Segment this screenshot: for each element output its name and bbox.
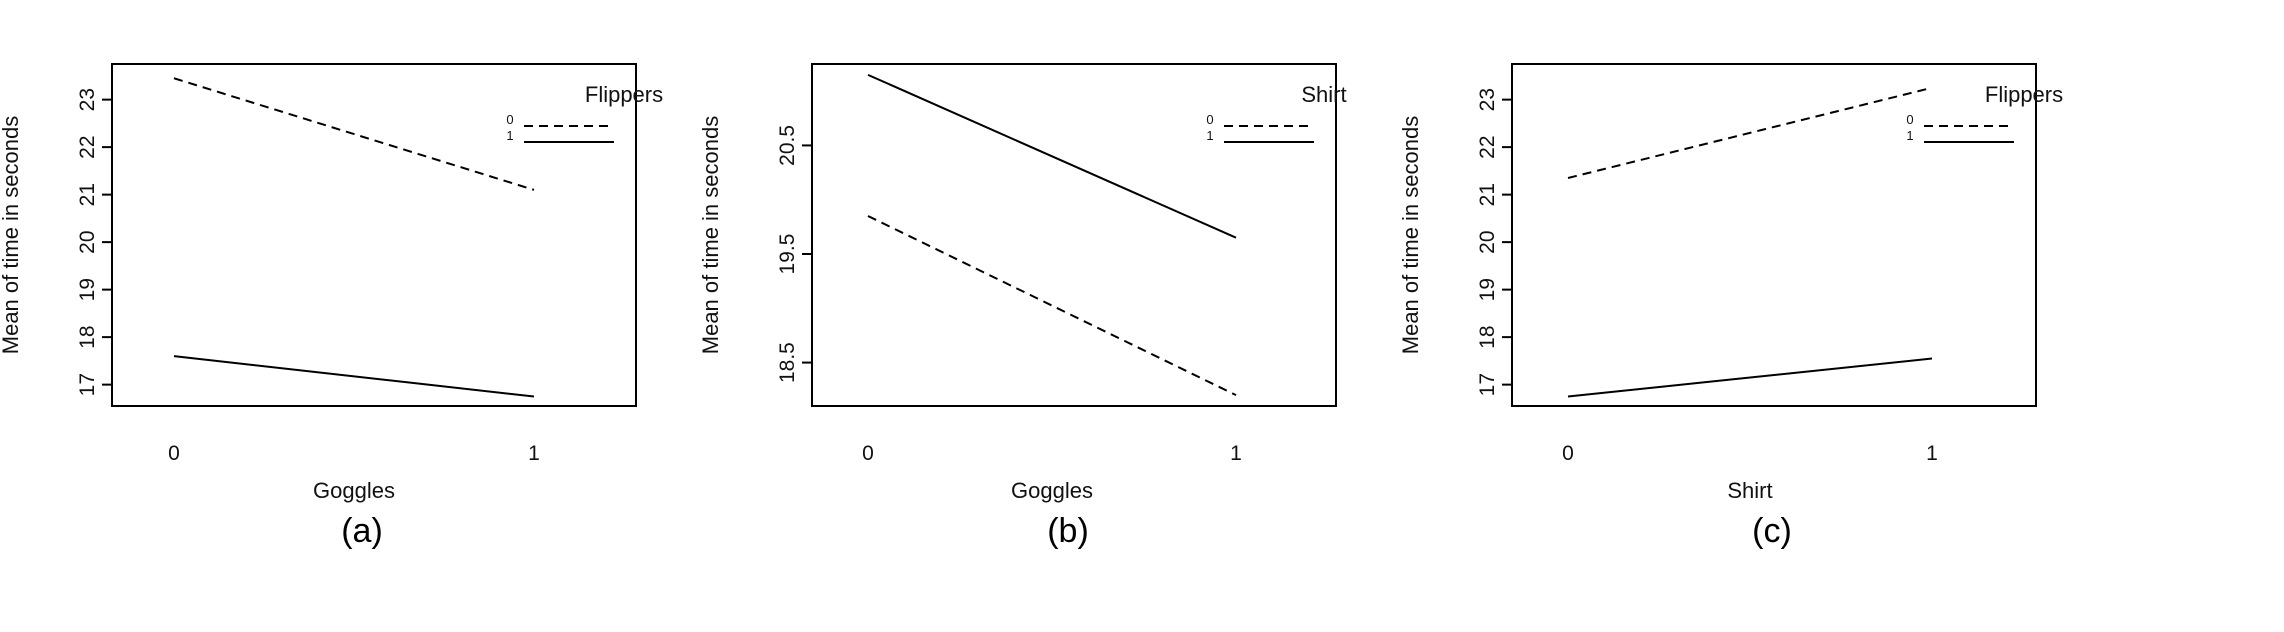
plot-frame: [811, 63, 1337, 407]
y-axis-title: Mean of time in seconds: [698, 116, 723, 354]
y-tick-label: 17: [1476, 373, 1499, 396]
y-tick-label: 20: [76, 230, 99, 253]
legend-key: 0: [1206, 112, 1213, 127]
y-tick-label: 19: [76, 278, 99, 301]
y-tick-label: 18.5: [776, 342, 799, 383]
y-tick-label: 21: [76, 183, 99, 206]
panel-caption: (b): [1047, 512, 1089, 550]
legend-key: 0: [1906, 112, 1913, 127]
legend-key: 1: [506, 128, 513, 143]
y-tick-label: 18: [76, 325, 99, 348]
y-tick-label: 22: [1476, 135, 1499, 158]
legend: Flippers 01: [1906, 82, 2063, 143]
series-line-1: [173, 355, 535, 398]
panel-caption: (c): [1752, 512, 1792, 550]
legend-title: Flippers: [1985, 82, 2063, 107]
x-tick-label: 1: [1926, 442, 1938, 465]
x-axis-title: Shirt: [1727, 478, 1772, 503]
x-axis-title: Goggles: [313, 478, 395, 503]
legend-key: 1: [1206, 128, 1213, 143]
y-axis-title: Mean of time in seconds: [1398, 116, 1423, 354]
y-tick-label: 21: [1476, 183, 1499, 206]
y-tick-label: 20: [1476, 230, 1499, 253]
plot-frame: [111, 63, 637, 407]
legend-title: Shirt: [1301, 82, 1346, 107]
y-tick-label: 23: [76, 88, 99, 111]
y-axis-title: Mean of time in seconds: [0, 116, 23, 354]
legend-key: 1: [1906, 128, 1913, 143]
x-tick-label: 0: [862, 442, 874, 465]
series-line-0: [1567, 86, 1933, 179]
legend-key: 0: [506, 112, 513, 127]
y-tick-label: 18: [1476, 325, 1499, 348]
series-line-1: [867, 73, 1237, 239]
plot-frame: [1511, 63, 2037, 407]
legend: Flippers 01: [506, 82, 663, 143]
y-tick-label: 19: [1476, 278, 1499, 301]
legend: Shirt 01: [1206, 82, 1347, 143]
y-tick-label: 23: [1476, 88, 1499, 111]
y-tick-label: 20.5: [776, 125, 799, 166]
x-tick-label: 0: [168, 442, 180, 465]
x-tick-label: 1: [1230, 442, 1242, 465]
y-tick-label: 22: [76, 135, 99, 158]
x-axis-title: Goggles: [1011, 478, 1093, 503]
series-line-1: [1567, 357, 1933, 398]
x-tick-label: 0: [1562, 442, 1574, 465]
x-tick-label: 1: [528, 442, 540, 465]
legend-title: Flippers: [585, 82, 663, 107]
series-line-0: [867, 215, 1237, 397]
series-line-0: [173, 77, 535, 191]
panel-caption: (a): [341, 512, 383, 550]
y-tick-label: 19.5: [776, 234, 799, 275]
y-tick-label: 17: [76, 373, 99, 396]
